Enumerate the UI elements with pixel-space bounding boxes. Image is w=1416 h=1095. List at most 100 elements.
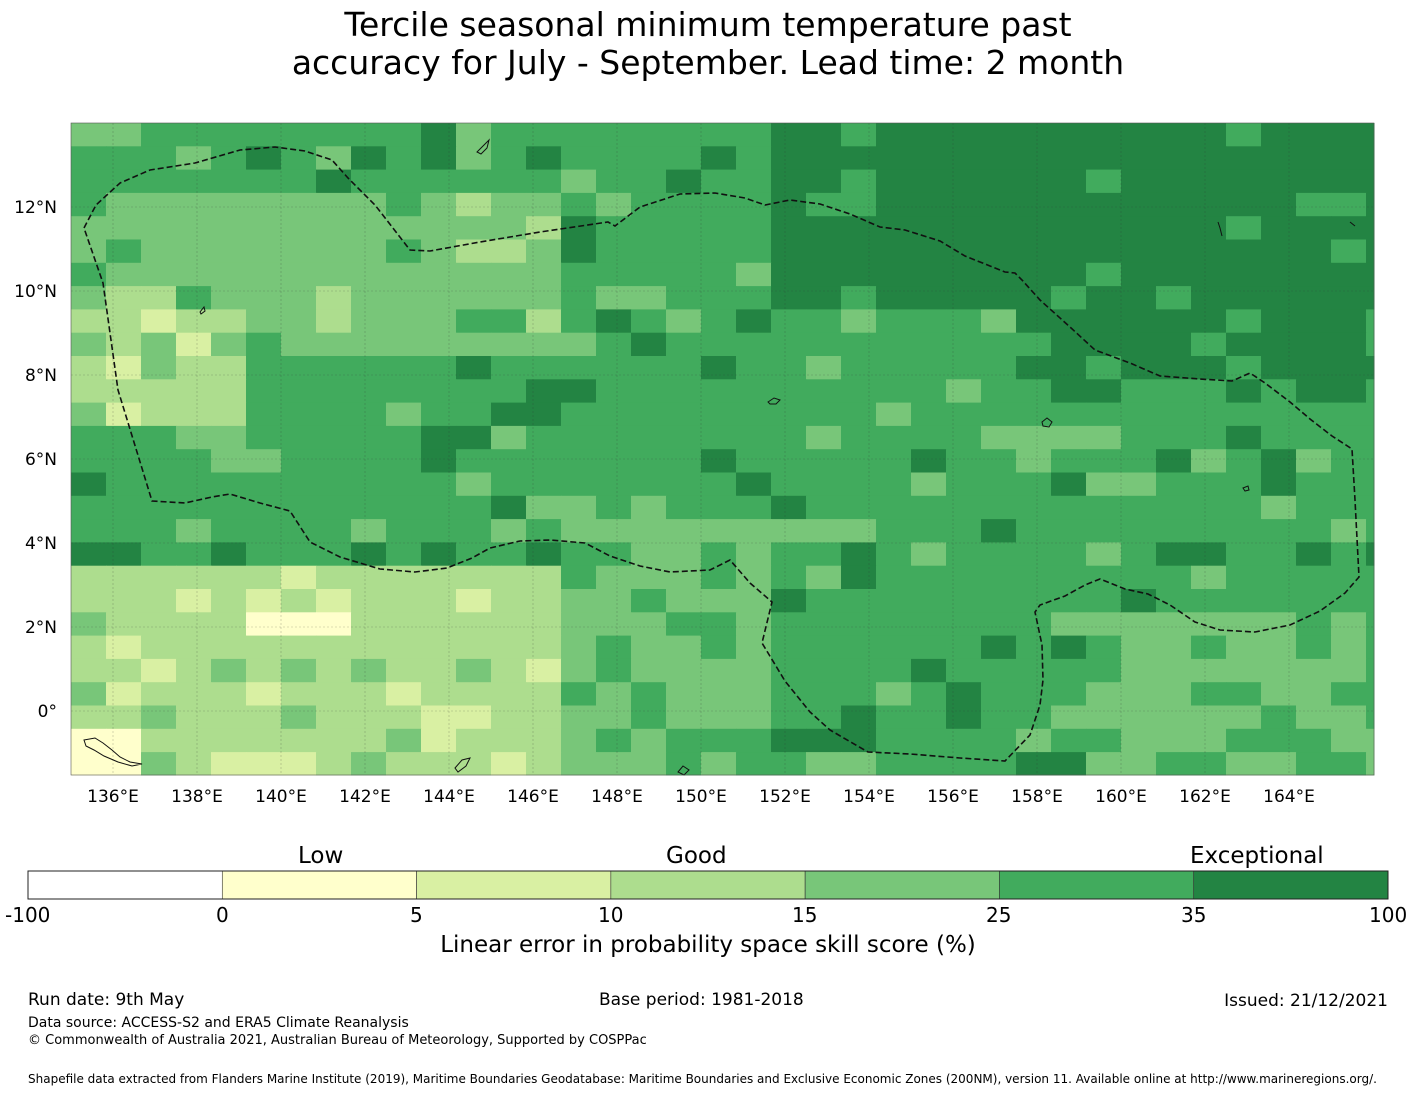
skill-cell — [841, 216, 877, 240]
skill-cell — [1296, 565, 1332, 590]
skill-cell — [526, 705, 562, 730]
skill-cell — [386, 612, 422, 637]
skill-cell — [386, 123, 422, 147]
skill-cell — [1366, 705, 1375, 730]
skill-cell — [1051, 216, 1087, 240]
skill-cell — [456, 169, 492, 194]
skill-cell — [1366, 635, 1375, 660]
skill-cell — [386, 565, 422, 590]
skill-cell — [1156, 565, 1192, 590]
skill-cell — [1016, 472, 1052, 497]
skill-cell — [876, 332, 912, 357]
skill-cell — [176, 542, 212, 567]
colorbar-tick-25: 25 — [986, 903, 1012, 927]
skill-cell — [211, 286, 247, 310]
skill-cell — [771, 635, 807, 660]
skill-cell — [71, 449, 107, 473]
skill-cell — [596, 565, 632, 590]
skill-cell — [876, 286, 912, 310]
issued-date: Issued: 21/12/2021 — [1224, 991, 1388, 1011]
skill-cell — [1331, 682, 1367, 706]
skill-cell — [526, 565, 562, 590]
bougainville-coast — [677, 765, 690, 776]
skill-cell — [876, 635, 912, 660]
skill-cell — [316, 262, 352, 287]
skill-cell — [316, 495, 352, 520]
skill-cell — [1331, 239, 1367, 264]
skill-cell — [526, 192, 562, 217]
skill-cell — [386, 146, 422, 171]
skill-cell — [141, 495, 177, 520]
skill-cell — [1191, 472, 1227, 497]
skill-cell — [876, 589, 912, 613]
skill-cell — [1366, 239, 1375, 264]
skill-cell — [806, 262, 842, 287]
skill-cell — [316, 705, 352, 730]
skill-cell — [141, 332, 177, 357]
skill-cell — [596, 589, 632, 613]
skill-cell — [1366, 495, 1375, 520]
skill-cell — [1296, 542, 1332, 567]
skill-cell — [771, 192, 807, 217]
skill-cell — [666, 728, 702, 753]
skill-cell — [981, 472, 1017, 497]
skill-cell — [736, 728, 772, 753]
skill-cell — [386, 216, 422, 240]
skill-cell — [1331, 612, 1367, 637]
skill-cell — [1191, 169, 1227, 194]
skill-cell — [491, 192, 527, 217]
skill-cell — [736, 332, 772, 357]
skill-cell — [491, 123, 527, 147]
skill-cell — [981, 728, 1017, 753]
skill-cell — [596, 332, 632, 357]
skill-cell — [211, 123, 247, 147]
skill-cell — [386, 542, 422, 567]
skill-cell — [981, 239, 1017, 264]
skill-cell — [1226, 262, 1262, 287]
skill-cell — [316, 449, 352, 473]
skill-cell — [1156, 728, 1192, 753]
skill-cell — [806, 658, 842, 683]
skill-cell — [736, 682, 772, 706]
skill-cell — [491, 705, 527, 730]
skill-cell — [1191, 612, 1227, 637]
skill-cell — [526, 752, 562, 776]
skill-cell — [1086, 752, 1122, 776]
lon-label: 136°E — [87, 787, 139, 807]
skill-cell — [561, 192, 597, 217]
skill-cell — [1156, 542, 1192, 567]
skill-cell — [1051, 542, 1087, 567]
skill-cell — [666, 286, 702, 310]
skill-cell — [421, 356, 457, 380]
skill-cell — [281, 286, 317, 310]
skill-cell — [1261, 192, 1297, 217]
skill-cell — [1086, 262, 1122, 287]
skill-cell — [141, 309, 177, 334]
skill-cell — [1261, 379, 1297, 404]
skill-cell — [946, 589, 982, 613]
skill-cell — [71, 612, 107, 637]
skill-cell — [246, 728, 282, 753]
skill-cell — [211, 472, 247, 497]
skill-cell — [491, 752, 527, 776]
skill-cell — [526, 216, 562, 240]
skill-cell — [1261, 635, 1297, 660]
skill-cell — [561, 658, 597, 683]
skill-cell — [1331, 472, 1367, 497]
skill-cell — [666, 519, 702, 543]
skill-cell — [1226, 589, 1262, 613]
skill-cell — [666, 542, 702, 567]
skill-cell — [386, 239, 422, 264]
skill-cell — [561, 146, 597, 171]
skill-cell — [106, 192, 142, 217]
skill-cell — [1051, 402, 1087, 427]
skill-cell — [701, 472, 737, 497]
skill-cell — [1226, 146, 1262, 171]
skill-cell — [736, 752, 772, 776]
skill-cell — [176, 169, 212, 194]
skill-cell — [176, 192, 212, 217]
skill-cell — [911, 332, 947, 357]
skill-cell — [491, 425, 527, 450]
skill-cell — [316, 682, 352, 706]
skill-cell — [526, 449, 562, 473]
